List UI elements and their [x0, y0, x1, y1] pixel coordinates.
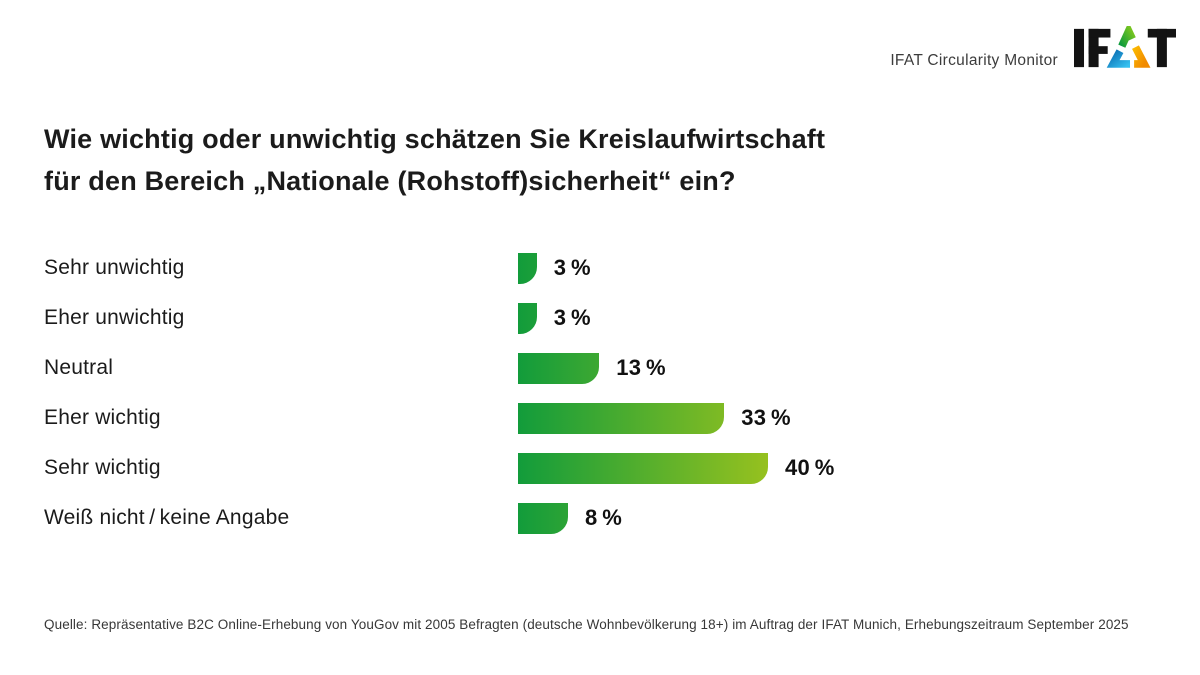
logo-triangle-orange-arrow: [1132, 45, 1151, 68]
category-label: Eher wichtig: [44, 406, 161, 429]
chart-row: Eher wichtig 33 %: [44, 393, 835, 443]
ifat-logo: [1074, 26, 1176, 68]
category-label: Eher unwichtig: [44, 306, 185, 329]
category-label: Sehr unwichtig: [44, 256, 185, 279]
brand-text: IFAT Circularity Monitor: [890, 52, 1058, 69]
bar: [518, 352, 600, 384]
page-title-line1: Wie wichtig oder unwichtig schätzen Sie …: [44, 124, 826, 154]
chart-row: Sehr wichtig 40 %: [44, 443, 835, 493]
bar-chart: Sehr unwichtig 3 % Eher unwichtig 3 % Ne…: [44, 243, 835, 543]
bar: [518, 452, 768, 484]
bar: [518, 252, 537, 284]
logo-triangle-blue-arrow: [1106, 49, 1131, 68]
bar: [518, 402, 725, 434]
category-label: Sehr wichtig: [44, 456, 161, 479]
logo-triangle-green-arrow: [1118, 26, 1136, 48]
chart-row: Eher unwichtig 3 %: [44, 293, 835, 343]
logo-triangle-icon: [1106, 26, 1151, 68]
value-label: 8 %: [585, 505, 623, 530]
page-title: Wie wichtig oder unwichtig schätzen Sie …: [44, 118, 964, 202]
value-label: 40 %: [785, 455, 835, 480]
chart-row: Weiß nicht / keine Angabe 8 %: [44, 493, 835, 543]
bar: [518, 302, 537, 334]
value-label: 13 %: [616, 355, 666, 380]
page-title-line2: für den Bereich „Nationale (Rohstoff)sic…: [44, 166, 736, 196]
value-label: 3 %: [553, 255, 591, 280]
category-label: Neutral: [44, 356, 114, 379]
value-label: 3 %: [553, 305, 591, 330]
bar: [518, 502, 568, 534]
source-note: Quelle: Repräsentative B2C Online-Erhebu…: [44, 617, 1129, 632]
chart-row: Neutral 13 %: [44, 343, 835, 393]
header: IFAT Circularity Monitor: [890, 26, 1176, 70]
logo-letters-if-t: [1074, 28, 1176, 68]
value-label: 33 %: [741, 405, 791, 430]
chart-row: Sehr unwichtig 3 %: [44, 243, 835, 293]
category-label: Weiß nicht / keine Angabe: [44, 506, 290, 529]
